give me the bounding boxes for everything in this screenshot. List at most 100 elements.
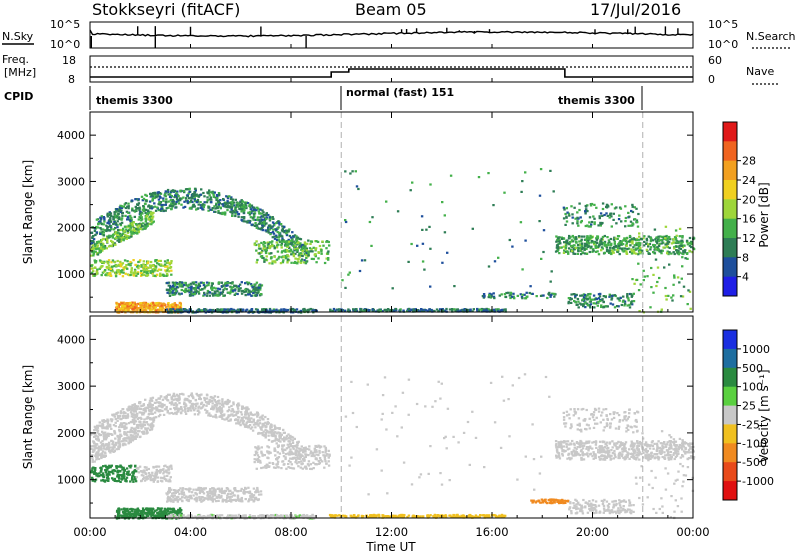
velocity-cell <box>116 411 120 414</box>
power-cell <box>174 203 177 206</box>
velocity-cell <box>290 453 294 456</box>
power-cell <box>174 308 177 311</box>
power-cell <box>147 218 151 221</box>
velocity-cell <box>288 436 292 439</box>
velocity-cell <box>236 416 240 419</box>
power-cell <box>584 301 587 304</box>
power-cell <box>163 303 166 306</box>
power-cell <box>600 246 604 249</box>
power-cell <box>259 208 262 211</box>
power-cell <box>132 232 135 235</box>
velocity-cell <box>136 412 139 415</box>
velocity-cell <box>133 432 137 435</box>
power-cell <box>144 208 148 211</box>
power-cell <box>246 293 250 296</box>
power-cell <box>99 227 102 230</box>
velocity-cell <box>95 453 98 456</box>
velocity-cell <box>193 413 197 416</box>
power-cell <box>297 241 300 244</box>
velocity-cell <box>134 404 138 408</box>
power-cell <box>666 241 670 244</box>
velocity-cell <box>148 428 152 432</box>
power-cell <box>191 293 194 296</box>
velocity-cell <box>143 479 147 482</box>
velocity-cell <box>128 438 131 441</box>
power-cell <box>550 270 553 273</box>
velocity-cell <box>193 403 196 406</box>
power-cell <box>281 225 284 228</box>
power-cell <box>117 209 120 213</box>
power-cell <box>557 237 560 240</box>
power-cell <box>153 196 156 200</box>
power-cell <box>291 307 294 311</box>
power-cell <box>599 222 602 225</box>
power-cell <box>143 308 146 311</box>
power-cell <box>367 310 370 313</box>
power-cell <box>636 225 640 228</box>
power-cell <box>564 246 568 249</box>
velocity-cell <box>166 411 169 414</box>
power-cell <box>299 252 302 255</box>
power-cell <box>586 224 589 227</box>
power-cell <box>267 213 270 217</box>
power-cell <box>664 237 667 240</box>
power-cell <box>202 191 205 195</box>
power-cell <box>93 229 97 232</box>
power-cell <box>140 264 143 267</box>
power-cell <box>208 291 212 294</box>
power-cell <box>567 302 570 305</box>
velocity-cell <box>194 407 197 410</box>
power-cell <box>183 205 187 208</box>
velocity-cell <box>91 458 94 462</box>
velocity-cell <box>117 439 120 442</box>
power-cell <box>276 309 279 312</box>
power-cell <box>121 269 124 272</box>
velocity-cell <box>129 411 133 414</box>
power-cell <box>177 199 180 202</box>
velocity-cell <box>130 437 133 441</box>
power-cell <box>121 302 124 305</box>
velocity-cell <box>200 401 204 404</box>
power-cell <box>262 256 265 260</box>
power-cell <box>688 242 691 245</box>
velocity-cell <box>257 423 260 426</box>
power-cell <box>262 211 265 214</box>
power-cell <box>566 211 569 214</box>
power-cell <box>98 259 102 262</box>
power-cell <box>538 194 542 197</box>
velocity-cell <box>145 429 148 433</box>
power-cell <box>279 262 283 265</box>
power-cell <box>635 247 638 250</box>
power-cell <box>453 285 456 288</box>
power-cell <box>360 259 364 262</box>
power-cell <box>127 218 130 221</box>
velocity-cell <box>219 411 223 415</box>
power-cell <box>253 285 256 288</box>
power-cell <box>196 290 199 293</box>
power-cell <box>315 240 318 243</box>
power-cell <box>612 238 616 241</box>
power-cell <box>255 249 258 252</box>
velocity-cell <box>283 436 286 439</box>
power-cell <box>208 294 211 297</box>
power-cell <box>163 263 167 266</box>
power-cell <box>643 275 646 278</box>
power-cell <box>262 215 265 218</box>
power-cell <box>102 247 105 250</box>
power-cell <box>236 308 240 311</box>
power-cell <box>539 168 543 171</box>
power-cell <box>100 228 103 231</box>
power-cell <box>562 217 566 220</box>
power-cell <box>98 249 101 253</box>
power-cell <box>618 214 621 217</box>
velocity-cell <box>111 433 114 436</box>
power-cell <box>275 246 279 249</box>
power-cell <box>156 206 159 209</box>
power-cell <box>116 231 119 234</box>
power-cell <box>618 299 621 302</box>
power-cell <box>92 274 95 277</box>
velocity-cell <box>186 407 190 410</box>
velocity-cell <box>150 425 153 428</box>
velocity-cell <box>248 420 251 423</box>
velocity-cell <box>119 433 122 436</box>
